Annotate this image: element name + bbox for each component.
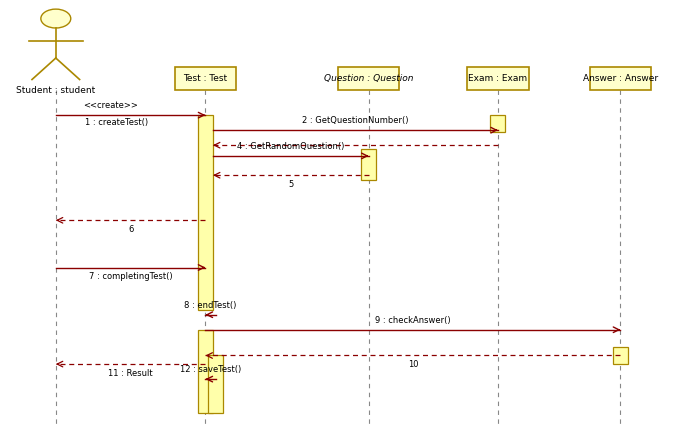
Circle shape — [41, 9, 71, 28]
Text: Answer : Answer: Answer : Answer — [583, 74, 658, 83]
Text: Test : Test: Test : Test — [184, 74, 227, 83]
Bar — [198, 330, 213, 413]
Bar — [590, 67, 651, 90]
Text: 1 : createTest(): 1 : createTest() — [85, 118, 149, 127]
Bar — [175, 67, 236, 90]
Text: 5: 5 — [288, 180, 294, 189]
Text: 2 : GetQuestionNumber(): 2 : GetQuestionNumber() — [302, 116, 408, 125]
Text: Exam : Exam: Exam : Exam — [469, 74, 527, 83]
Bar — [490, 115, 505, 132]
Text: 9 : checkAnswer(): 9 : checkAnswer() — [375, 316, 451, 325]
Text: <<create>>: <<create>> — [83, 101, 138, 110]
Text: 12 : saveTest(): 12 : saveTest() — [180, 365, 241, 374]
Bar — [198, 115, 213, 311]
Bar — [467, 67, 529, 90]
Text: 10: 10 — [408, 360, 418, 369]
Bar — [208, 356, 223, 413]
Text: 11 : Result: 11 : Result — [109, 369, 153, 378]
Bar — [361, 149, 376, 180]
Text: 4 : GetRandomQuestion(): 4 : GetRandomQuestion() — [237, 142, 344, 151]
Text: 6: 6 — [128, 225, 133, 234]
Text: 7 : completingTest(): 7 : completingTest() — [89, 273, 172, 282]
Bar — [338, 67, 400, 90]
Bar — [613, 347, 628, 364]
Text: Question : Question: Question : Question — [324, 74, 413, 83]
Text: Student : student: Student : student — [16, 86, 96, 95]
Text: 8 : endTest(): 8 : endTest() — [184, 301, 237, 310]
